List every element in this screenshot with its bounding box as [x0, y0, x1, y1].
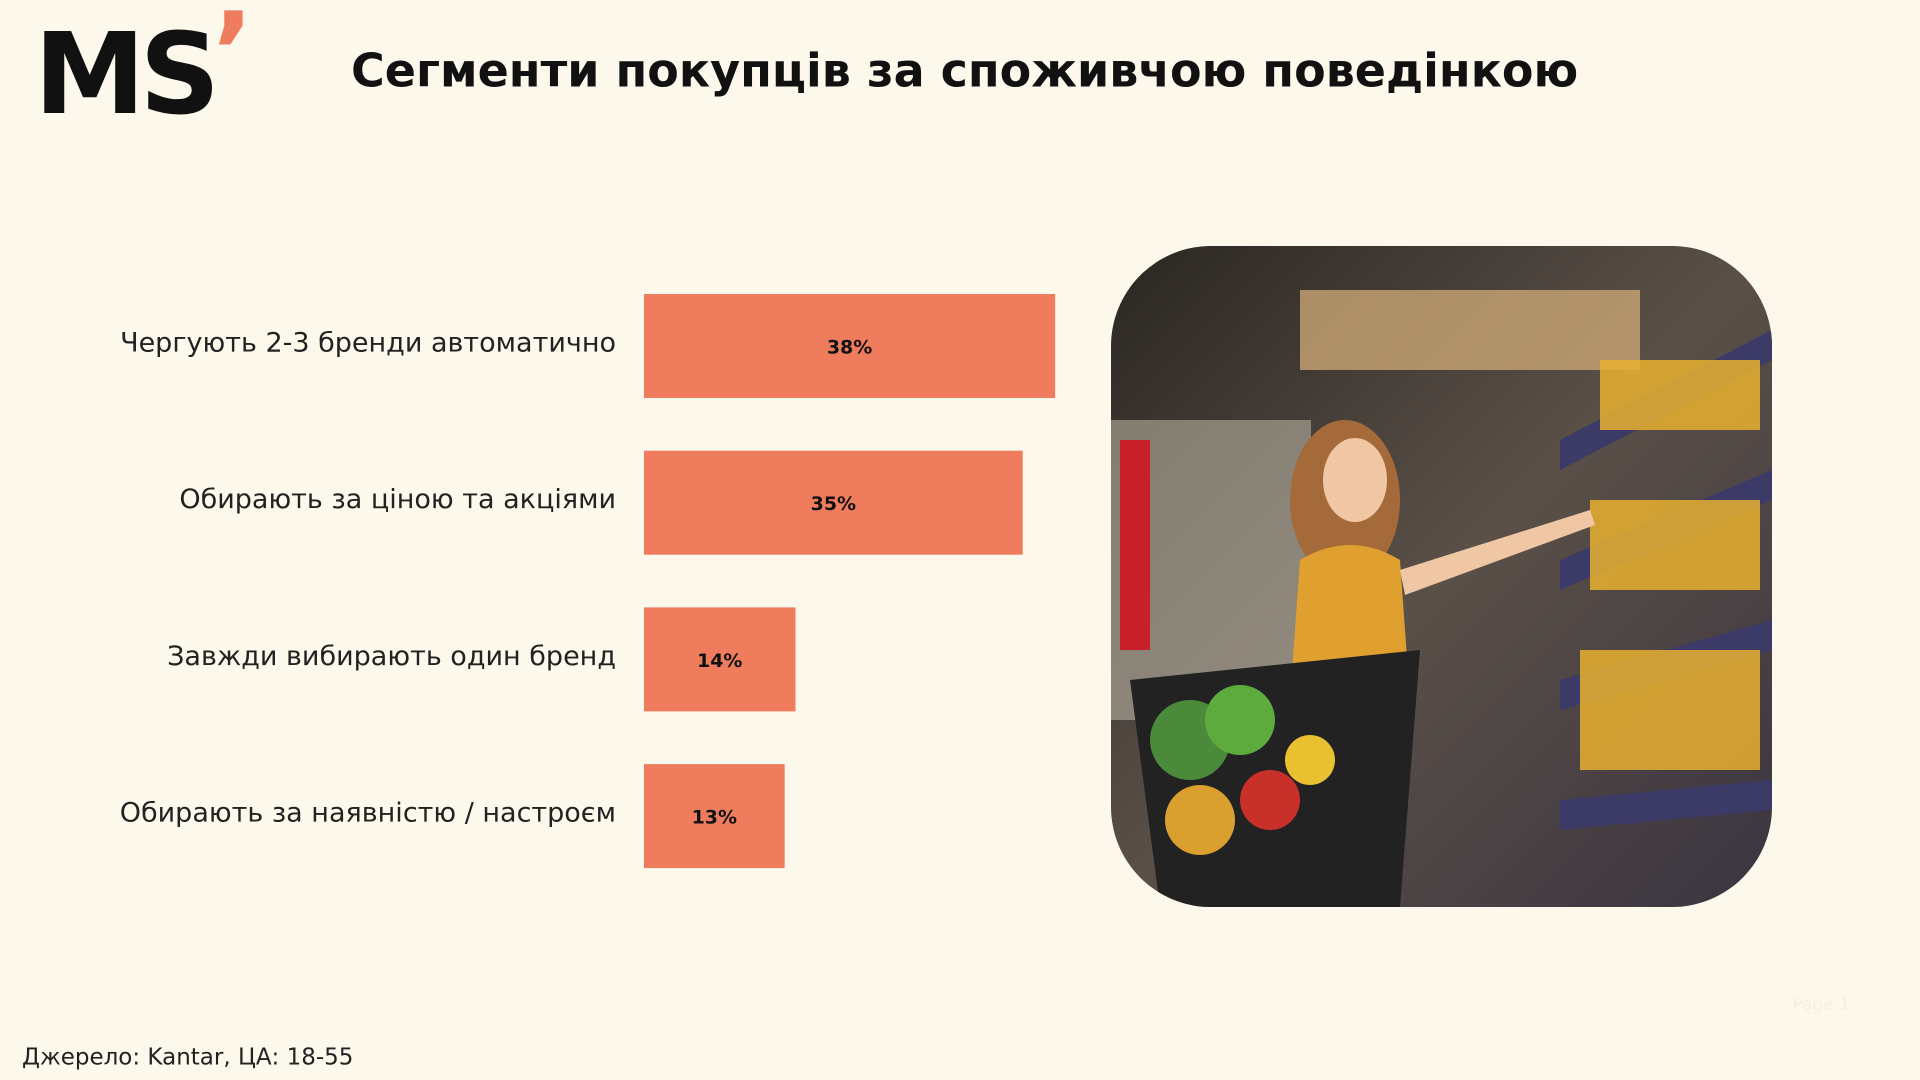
page-number: Page 1 [1793, 995, 1850, 1015]
category-label: Обирають за наявністю / настроєм [120, 798, 616, 829]
value-label: 13% [692, 807, 737, 829]
value-label: 14% [697, 650, 742, 672]
bar [644, 764, 785, 869]
category-label: Завжди вибирають один бренд [167, 641, 616, 672]
value-label: 35% [811, 493, 856, 515]
category-label: Обирають за ціною та акціями [179, 484, 616, 515]
photo [1111, 246, 1772, 907]
chart-title: Сегменти покупців за споживчою поведінко… [351, 44, 1578, 98]
bar [644, 294, 1056, 398]
source-note: Джерело: Kantar, ЦА: 18-55 [22, 1045, 353, 1071]
logo: MS [34, 10, 214, 140]
bar [644, 450, 1023, 555]
category-label: Чергують 2-3 бренди автоматично [120, 328, 616, 359]
bar [644, 607, 796, 712]
logo-mark: ’ [212, 0, 254, 116]
value-label: 38% [827, 337, 872, 359]
